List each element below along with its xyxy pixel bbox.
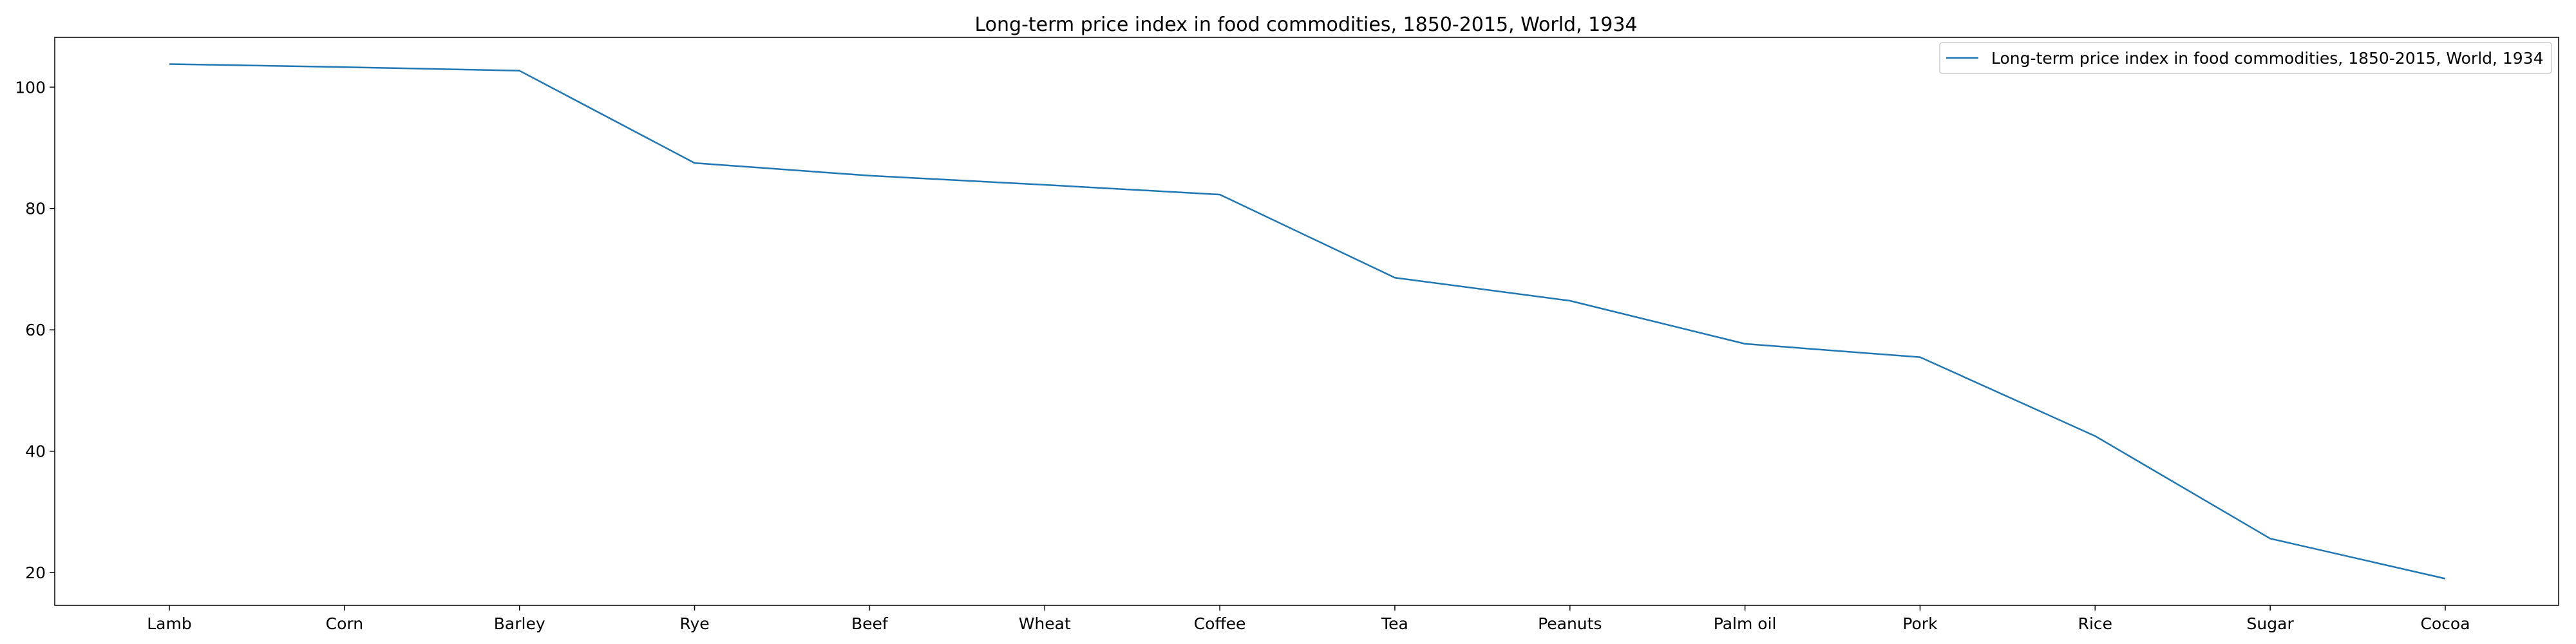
y-tick-label: 80: [25, 200, 46, 218]
data-point: [518, 70, 521, 72]
data-point: [1218, 193, 1221, 196]
data-point: [1744, 343, 1747, 345]
legend-box: [1939, 42, 2552, 74]
legend-label: Long-term price index in food commoditie…: [1991, 49, 2544, 68]
x-tick-label: Tea: [1381, 614, 1408, 633]
data-point: [2444, 578, 2447, 580]
legend: Long-term price index in food commoditie…: [1939, 42, 2552, 74]
plot-area-frame: [54, 37, 2559, 606]
x-tick-label: Palm oil: [1714, 614, 1777, 633]
x-tick-label: Coffee: [1194, 614, 1246, 633]
series-line: [169, 63, 2446, 580]
x-tick-label: Rye: [679, 614, 709, 633]
x-tick-label: Pork: [1902, 614, 1938, 633]
x-tick-label: Lamb: [147, 614, 191, 633]
data-point: [1918, 356, 1921, 359]
data-point: [1043, 184, 1046, 186]
x-tick-label: Barley: [494, 614, 545, 633]
y-axis: 20 40 60 80 100: [15, 78, 55, 582]
x-axis: Lamb Corn Barley Rye Beef Wheat Coffee Tea Peanu…: [147, 605, 2470, 633]
y-tick-label: 40: [25, 442, 46, 461]
data-point: [694, 162, 696, 164]
data-point: [1569, 299, 1571, 302]
x-tick-label: Corn: [326, 614, 363, 633]
chart-title: Long-term price index in food commoditie…: [974, 14, 1637, 36]
x-tick-label: Cocoa: [2420, 614, 2470, 633]
series-layer: [168, 62, 2447, 580]
x-tick-label: Wheat: [1019, 614, 1071, 633]
x-tick-label: Peanuts: [1538, 614, 1602, 633]
data-point: [868, 175, 871, 177]
y-tick-label: 60: [25, 321, 46, 339]
y-tick-label: 100: [15, 78, 46, 97]
y-tick-label: 20: [25, 564, 46, 582]
data-point: [168, 62, 171, 65]
data-point: [343, 66, 346, 68]
data-point: [1394, 276, 1396, 279]
data-point: [2094, 435, 2096, 437]
x-tick-label: Sugar: [2247, 614, 2295, 633]
x-tick-label: Beef: [851, 614, 889, 633]
x-tick-label: Rice: [2078, 614, 2112, 633]
data-point: [2269, 537, 2271, 540]
